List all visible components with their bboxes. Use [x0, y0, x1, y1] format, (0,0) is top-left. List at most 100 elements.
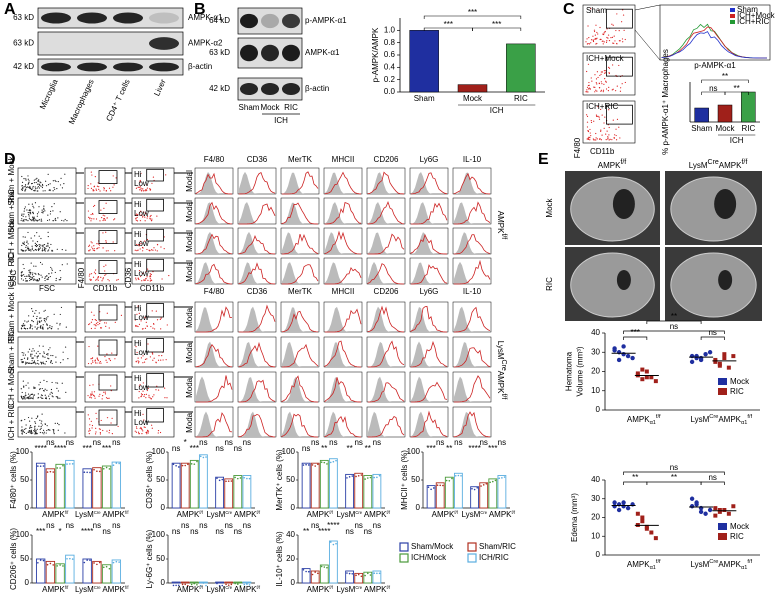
flow-dot	[24, 275, 26, 278]
flow-dot	[106, 361, 108, 363]
flow-dot	[145, 397, 147, 399]
flow-dot	[40, 218, 42, 220]
flow-dot	[28, 215, 30, 217]
flow-dot	[38, 244, 40, 246]
flow-dot	[149, 356, 151, 358]
flow-dot	[33, 350, 35, 352]
stain-histogram	[325, 308, 362, 333]
data-dot	[311, 464, 314, 466]
stain-histogram	[324, 266, 362, 285]
data-dot	[112, 561, 115, 564]
flow-dot	[106, 417, 109, 419]
flow-dot	[107, 250, 109, 252]
flow-dot	[90, 220, 92, 222]
flow-dot	[603, 83, 605, 86]
flow-dot	[57, 328, 59, 330]
flow-dot	[97, 358, 99, 361]
bar	[92, 467, 102, 509]
flow-dot	[28, 277, 31, 279]
flow-dot	[88, 250, 90, 252]
data-dot	[348, 476, 351, 478]
flow-dot	[590, 42, 592, 44]
stain-histogram	[367, 382, 405, 403]
y-tick-label: 0.8	[384, 38, 396, 47]
flow-dot	[136, 216, 138, 219]
flow-dot	[29, 424, 32, 427]
flow-dot	[136, 220, 139, 222]
significance-label: ***	[468, 8, 477, 17]
flow-dot	[21, 433, 23, 435]
flow-dot	[28, 362, 30, 364]
marker-label: Ly6G	[420, 287, 439, 296]
flow-dot	[47, 357, 49, 359]
flow-dot	[140, 275, 142, 278]
flow-dot	[22, 242, 24, 244]
flow-dot	[38, 384, 40, 386]
flow-dot	[25, 384, 27, 386]
band-label: AMPK-α2	[188, 39, 223, 48]
isotype-histogram	[325, 232, 361, 254]
flow-dot	[55, 279, 57, 282]
flow-dot	[35, 273, 37, 275]
flow-dot	[151, 279, 153, 281]
bar	[310, 570, 320, 584]
isotype-histogram	[282, 307, 318, 332]
text-segment: LysM	[690, 560, 709, 569]
flow-dot	[586, 70, 588, 73]
gate	[146, 408, 164, 423]
rich-label: LysMCreAMPKf/f	[496, 341, 507, 400]
flow-dot	[22, 324, 24, 326]
marker-label: F4/80	[204, 155, 225, 164]
flow-dot	[43, 351, 45, 353]
flow-dot	[152, 396, 154, 398]
flow-dot	[21, 275, 23, 277]
flow-dot	[115, 177, 117, 179]
data-dot	[503, 476, 506, 478]
flow-dot	[38, 219, 41, 221]
data-dot	[202, 456, 205, 459]
blot-band	[113, 62, 143, 72]
modal-label: Modal	[185, 306, 194, 328]
data-dot	[311, 573, 314, 576]
data-dot	[52, 564, 55, 566]
bar	[233, 475, 243, 509]
flow-dot	[41, 397, 43, 399]
row-label: ICH + RIC	[7, 403, 16, 440]
flow-dot	[151, 182, 153, 184]
flow-dot	[22, 429, 24, 431]
flow-dot	[152, 327, 154, 329]
data-dot	[489, 481, 491, 484]
flow-dot	[116, 279, 118, 281]
flow-dot	[35, 245, 38, 248]
stain-histogram	[410, 305, 448, 333]
isotype-histogram	[239, 377, 275, 402]
flow-dot	[149, 278, 151, 280]
flow-dot	[41, 432, 44, 434]
flow-dot	[143, 279, 145, 282]
flow-dot	[22, 430, 24, 432]
flow-dot	[21, 429, 23, 431]
significance-label: ***	[190, 444, 199, 453]
data-dot	[112, 464, 115, 467]
y-axis-label: IL-10⁺ cells (%)	[275, 531, 284, 587]
significance-label: ns	[708, 328, 716, 337]
flow-dot	[34, 272, 36, 274]
flow-dot	[31, 350, 33, 352]
flow-dot	[33, 189, 35, 192]
flow-dot	[608, 139, 610, 141]
flow-dot	[594, 74, 596, 76]
flow-dot	[615, 128, 617, 130]
text-segment: Cre	[708, 159, 719, 166]
flow-dot	[33, 386, 35, 388]
isotype-histogram	[282, 411, 318, 437]
data-dot	[436, 484, 439, 487]
flow-dot	[98, 247, 100, 249]
flow-dot	[29, 210, 32, 212]
y-tick-label: 100	[152, 530, 166, 539]
flow-dot	[23, 352, 25, 354]
significance-label: **	[303, 527, 309, 536]
rich-label: AMPKα1f/f	[627, 414, 661, 426]
flow-dot	[35, 352, 37, 354]
significance-label: ns	[373, 438, 381, 447]
